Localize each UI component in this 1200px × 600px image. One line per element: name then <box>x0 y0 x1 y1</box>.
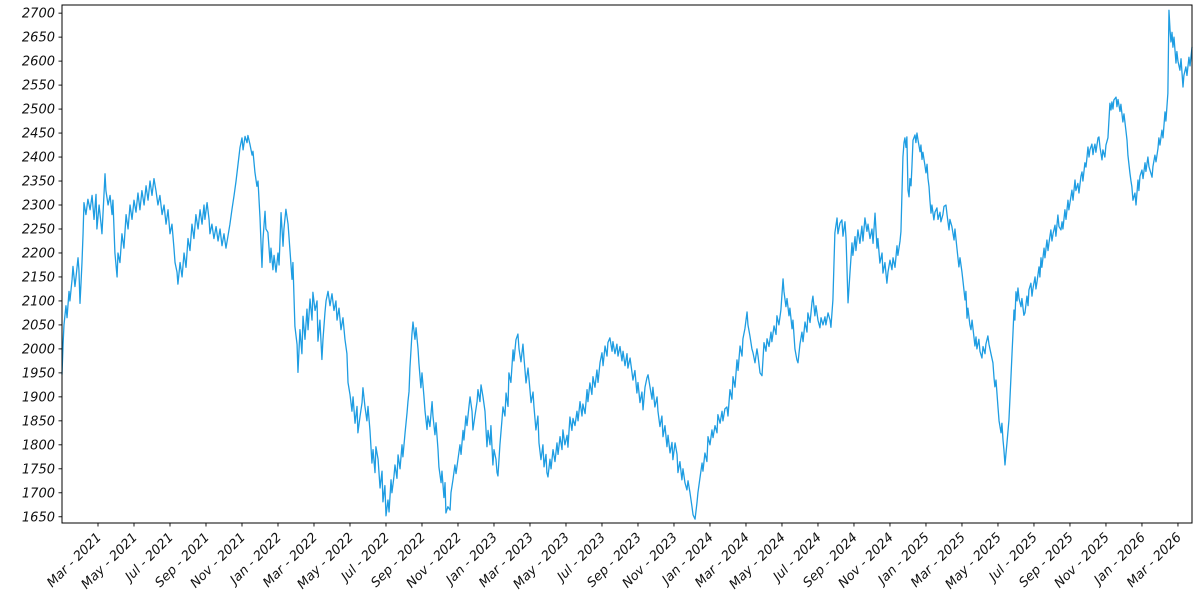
y-axis-tick-label: 1800 <box>22 438 55 453</box>
y-axis-tick-label: 2450 <box>22 127 55 142</box>
y-axis-tick-label: 2000 <box>22 342 55 357</box>
y-axis-tick-label: 1650 <box>22 510 55 525</box>
y-axis-tick-label: 2600 <box>22 55 55 70</box>
y-axis-tick-label: 2300 <box>22 199 55 214</box>
price-line <box>61 9 1193 520</box>
y-axis-tick-label: 2650 <box>22 31 55 46</box>
y-axis-tick-label: 1750 <box>22 462 55 477</box>
y-axis-tick-label: 2500 <box>22 103 55 118</box>
y-axis-tick-label: 2150 <box>22 270 55 285</box>
y-axis-tick-label: 2100 <box>22 294 55 309</box>
y-axis-tick-label: 2400 <box>22 151 55 166</box>
y-axis-tick-label: 2250 <box>22 222 55 237</box>
y-axis-tick-label: 1700 <box>22 486 55 501</box>
y-axis-tick-label: 2350 <box>22 175 55 190</box>
plot-border <box>61 4 1193 524</box>
y-axis-tick-label: 1850 <box>22 414 55 429</box>
y-axis-tick-label: 2550 <box>22 79 55 94</box>
y-axis-tick-label: 1900 <box>22 390 55 405</box>
y-axis-tick-label: 2050 <box>22 318 55 333</box>
y-axis-tick-label: 1950 <box>22 366 55 381</box>
y-axis-tick-label: 2200 <box>22 246 55 261</box>
y-axis-tick-label: 2700 <box>22 7 55 22</box>
